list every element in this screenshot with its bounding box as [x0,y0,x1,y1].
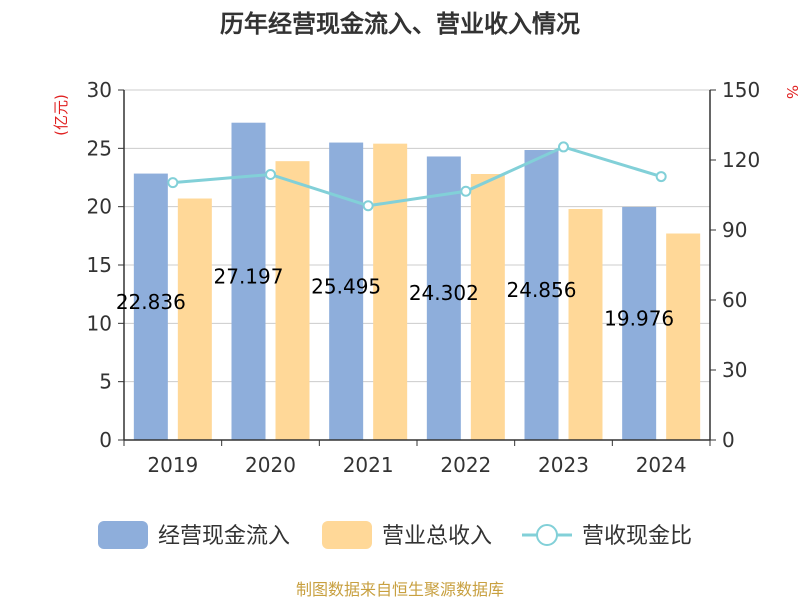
left-tick-label: 15 [87,253,112,277]
legend-swatch [98,521,148,549]
ratio-point [558,141,569,153]
bar-data-label: 24.856 [507,278,577,302]
ratio-point [167,177,179,189]
bar-revenue [470,174,505,440]
x-tick-label: 2020 [245,453,296,477]
ratio-point [655,171,667,183]
bar-revenue [275,161,310,440]
bar-labels: 22.836 27.197 25.495 24.302 24.856 19.976 [116,264,674,330]
chart-title: 历年经营现金流入、营业收入情况 [220,10,580,38]
source-note: 制图数据来自恒生聚源数据库 [296,580,504,599]
ratio-point [265,168,276,180]
left-tick-label: 5 [99,370,112,394]
bar-revenue [666,233,701,440]
legend-label: 营收现金比 [582,524,692,549]
right-tick-label: 90 [722,218,747,242]
axes: 0 5 10 15 20 25 30 0 30 60 90 120 150 2019 2020 2021 202… [87,78,761,477]
ratio-point [362,200,374,212]
ratio-point [460,185,472,197]
right-tick-label: 30 [722,358,747,382]
left-tick-label: 10 [87,311,112,335]
bar-revenue [177,198,212,440]
x-tick-label: 2019 [147,453,198,477]
ratio-line-path [172,145,662,208]
left-tick-label: 0 [99,428,112,452]
left-tick-label: 30 [87,78,112,102]
right-tick-label: 150 [722,78,760,102]
bar-data-label: 25.495 [311,274,381,298]
bar-cash-inflow [133,173,168,440]
bar-data-label: 24.302 [409,281,479,305]
x-tick-label: 2021 [343,453,394,477]
legend-label: 营业总收入 [382,524,492,549]
x-tick-label: 2024 [636,453,687,477]
legend-swatch [322,521,372,549]
legend: 经营现金流入 营业总收入 营收现金比 [98,521,692,549]
right-axis-unit: % [783,85,800,99]
bar-cash-inflow [329,142,364,440]
legend-label: 经营现金流入 [158,524,290,549]
left-axis-unit: (亿元) [52,94,70,136]
right-tick-label: 120 [722,148,760,172]
bar-data-label: 27.197 [214,264,284,288]
bar-cash-inflow [622,206,657,440]
bar-data-label: 22.836 [116,290,186,314]
right-tick-label: 0 [722,428,735,452]
x-tick-label: 2023 [538,453,589,477]
bar-cash-inflow [426,156,461,440]
bars [133,122,701,441]
x-tick-label: 2022 [440,453,491,477]
left-tick-label: 25 [87,136,112,160]
grid-lines [124,89,710,383]
legend-marker [536,524,558,546]
ratio-line [167,141,667,212]
bar-data-label: 19.976 [604,306,674,330]
right-tick-label: 60 [722,288,747,312]
left-tick-label: 20 [87,195,112,219]
bar-revenue [568,209,603,440]
bar-revenue [373,143,408,440]
bar-cash-inflow [524,150,559,440]
